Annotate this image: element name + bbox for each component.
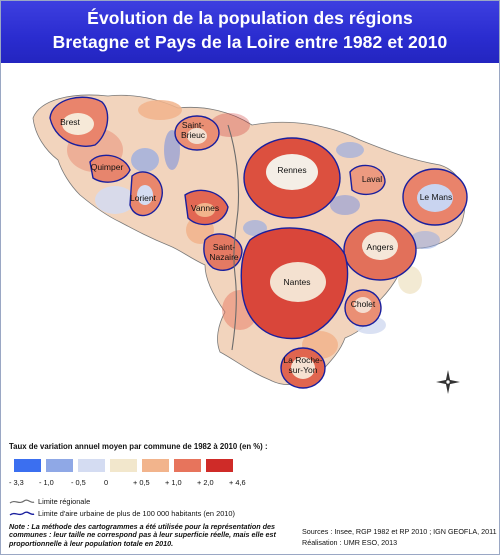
city-label-saint-brieuc: Saint-Brieuc (181, 120, 206, 140)
legend-tick-6: + 1,0 (165, 478, 182, 487)
urban-area-laval (349, 164, 386, 196)
city-label-quimper: Quimper (91, 162, 124, 172)
city-label-saint-nazaire: Saint-Nazaire (209, 242, 239, 262)
legend-swatch-3 (78, 459, 105, 472)
legend-tick-4: 0 (104, 478, 109, 487)
legend-swatch-1 (14, 459, 41, 472)
urban-limit-legend-icon (9, 511, 35, 516)
credit-text: Réalisation : UMR ESO, 2013 (302, 538, 398, 547)
cartogram-map: Brest Saint-Brieuc Quimper Lorient Vannes Ren… (32, 94, 468, 394)
urban-area-quimper (89, 154, 131, 183)
city-label-rennes: Rennes (277, 165, 306, 175)
city-label-la-roche-sur-yon: La Roche-sur-Yon (283, 355, 322, 375)
legend-urban-limit: Limite d'aire urbaine de plus de 100 000… (38, 509, 235, 518)
method-note: Note : La méthode des cartogrammes a été… (9, 522, 276, 548)
city-labels: Brest Saint-Brieuc Quimper Lorient Vannes Ren… (60, 117, 452, 375)
legend-tick-7: + 2,0 (197, 478, 214, 487)
urban-area-saint-nazaire (203, 233, 243, 271)
legend-swatch-7 (206, 459, 233, 472)
city-label-cholet: Cholet (351, 299, 376, 309)
regional-limit-line (227, 124, 240, 351)
legend-tick-5: + 0,5 (133, 478, 150, 487)
city-cores (62, 113, 453, 379)
city-label-angers: Angers (367, 242, 394, 252)
legend-regional-limit: Limite régionale (38, 497, 91, 506)
city-label-nantes: Nantes (284, 277, 311, 287)
city-label-le-mans: Le Mans (420, 192, 453, 202)
legend-swatch-4 (110, 459, 137, 472)
legend-swatch-6 (174, 459, 201, 472)
regional-limit-legend-icon (9, 499, 35, 504)
legend-heading: Taux de variation annuel moyen par commu… (9, 442, 268, 451)
map-title-line-2: Bretagne et Pays de la Loire entre 1982 … (52, 32, 448, 52)
map-title-line-1: Évolution de la population des régions (87, 8, 413, 28)
legend-tick-8: + 4,6 (229, 478, 246, 487)
title-banner: Évolution de la population des régions B… (1, 1, 499, 63)
legend-swatch-2 (46, 459, 73, 472)
legend-tick-2: - 1,0 (39, 478, 54, 487)
city-label-vannes: Vannes (191, 203, 219, 213)
sources-text: Sources : Insee, RGP 1982 et RP 2010 ; I… (302, 527, 497, 536)
city-label-laval: Laval (362, 174, 382, 184)
legend-tick-1: - 3,3 (9, 478, 24, 487)
legend-swatch-5 (142, 459, 169, 472)
north-arrow-icon (436, 370, 460, 394)
city-label-lorient: Lorient (130, 193, 157, 203)
legend-tick-3: - 0,5 (71, 478, 86, 487)
city-label-brest: Brest (60, 117, 80, 127)
